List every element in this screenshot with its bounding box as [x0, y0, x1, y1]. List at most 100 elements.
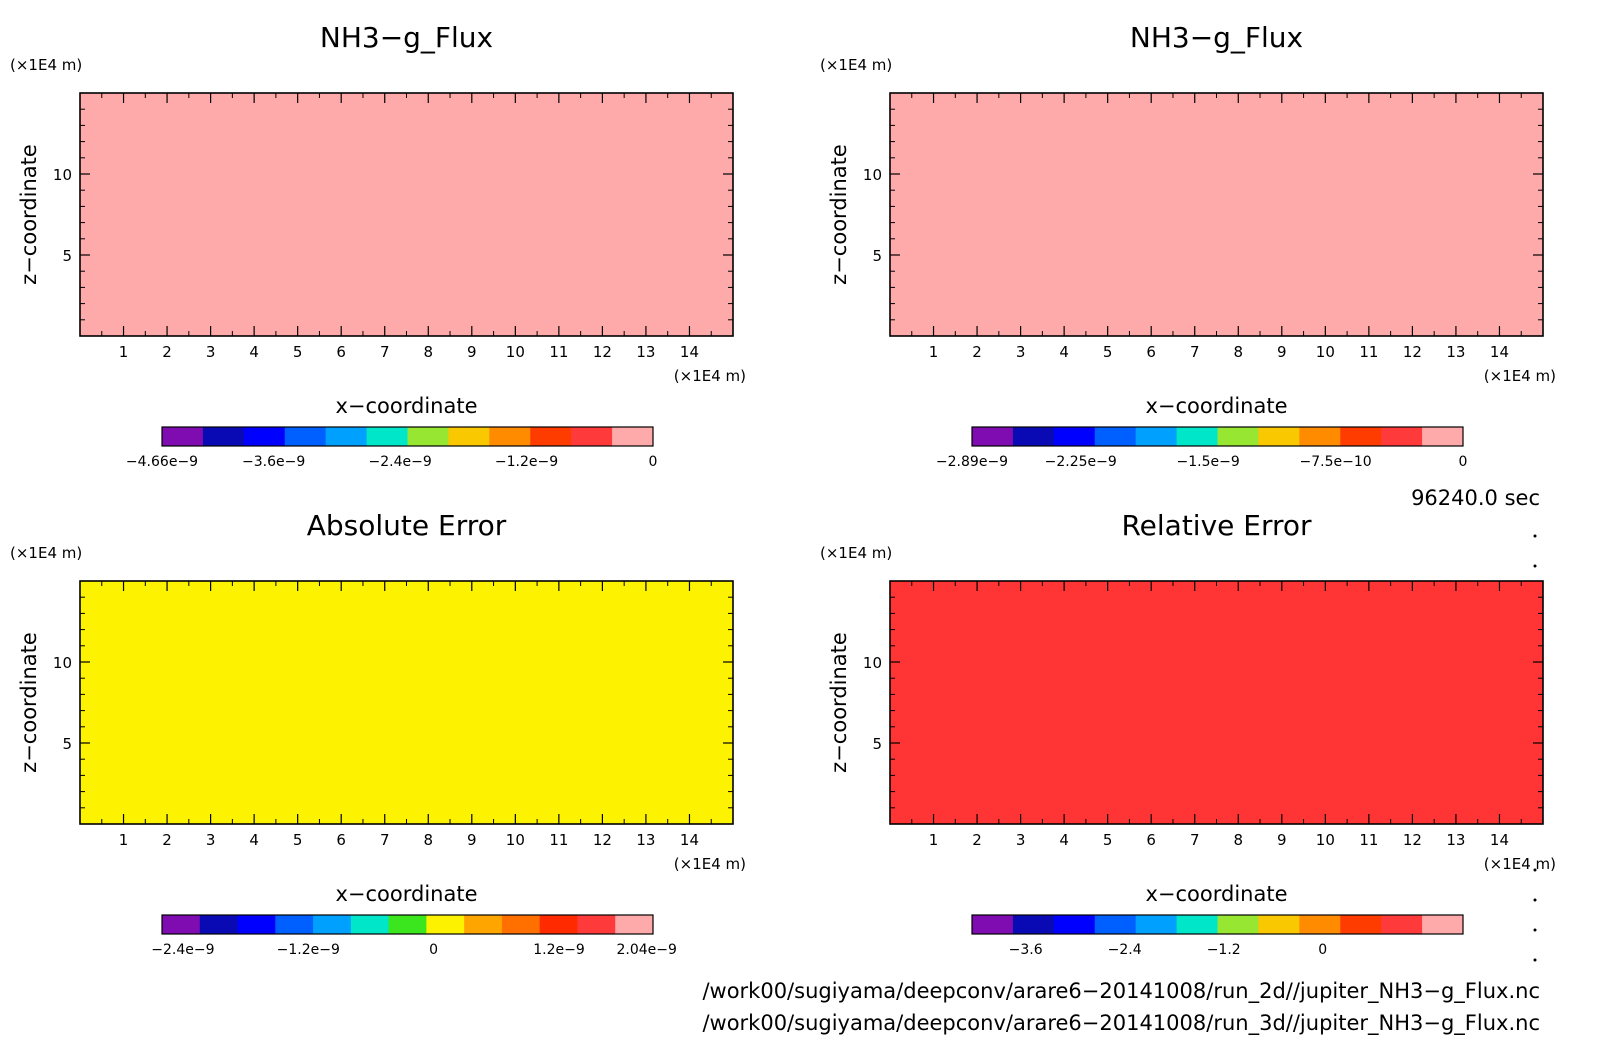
- y-axis-label: z−coordinate: [17, 632, 41, 773]
- x-tick-label: 14: [680, 343, 699, 361]
- colorbar-bin: [539, 915, 578, 934]
- panel-title: Relative Error: [1121, 509, 1312, 542]
- y-unit-label: (×1E4 m): [820, 56, 892, 74]
- colorbar-bin: [407, 427, 449, 446]
- x-tick-label: 8: [423, 343, 433, 361]
- contour-fill: [890, 93, 1543, 336]
- x-tick-label: 12: [593, 343, 612, 361]
- x-tick-label: 13: [636, 343, 655, 361]
- x-unit-label: (×1E4 m): [674, 855, 746, 873]
- x-tick-label: 10: [1316, 831, 1335, 849]
- x-tick-label: 4: [249, 343, 259, 361]
- x-tick-label: 4: [249, 831, 259, 849]
- file-path-2: /work00/sugiyama/deepconv/arare6−2014100…: [702, 1011, 1540, 1036]
- margin-dot: [1533, 564, 1537, 568]
- x-tick-label: 5: [1103, 343, 1113, 361]
- colorbar-bin: [1340, 915, 1382, 934]
- panel-2: NH3−g_Flux(×1E4 m)1 2 3 4 5 6 7 8 9 10 11 12 13 14510…: [820, 21, 1556, 470]
- x-tick-label: 14: [1490, 831, 1509, 849]
- colorbar-bin: [1135, 427, 1178, 446]
- contour-fill: [890, 581, 1543, 824]
- colorbar-bin: [1094, 427, 1137, 446]
- colorbar-bin: [1217, 427, 1259, 446]
- colorbar-frame: [161, 914, 654, 935]
- colorbar-tick-label: −1.2e−9: [495, 454, 558, 470]
- y-tick-label: 10: [53, 654, 72, 672]
- x-tick-label: 4: [1059, 831, 1069, 849]
- x-tick-label: 12: [1403, 831, 1422, 849]
- y-axis-label: z−coordinate: [827, 632, 851, 773]
- colorbar-bin: [1299, 427, 1341, 446]
- x-tick-label: 1: [929, 343, 939, 361]
- colorbar-tick-label: 0: [429, 942, 438, 958]
- colorbar-bin: [577, 915, 616, 934]
- colorbar-tick-label: −1.2: [1207, 942, 1241, 958]
- colorbar-tick-label: −1.5e−9: [1177, 454, 1240, 470]
- contour-fill: [80, 93, 733, 336]
- x-tick-label: 10: [506, 831, 525, 849]
- colorbar-bin: [325, 427, 368, 446]
- colorbar-tick-label: 0: [1459, 454, 1468, 470]
- colorbar-bin: [1299, 915, 1341, 934]
- x-tick-label: 9: [1277, 343, 1287, 361]
- panel-3: Absolute Error(×1E4 m)1 2 3 4 5 6 7 8 9 10 11 12 13 1…: [10, 509, 746, 958]
- colorbar-tick-label: −2.4: [1108, 942, 1142, 958]
- colorbar-frame: [971, 426, 1464, 447]
- x-tick-label: 11: [1359, 831, 1378, 849]
- x-tick-label: 9: [467, 831, 477, 849]
- x-tick-label: 6: [1146, 831, 1156, 849]
- x-tick-label: 13: [1446, 343, 1465, 361]
- colorbar-tick-label: −2.4e−9: [368, 454, 431, 470]
- y-tick-label: 5: [62, 247, 72, 265]
- panel-title: Absolute Error: [307, 509, 507, 542]
- panel-title: NH3−g_Flux: [320, 21, 493, 54]
- x-tick-label: 14: [1490, 343, 1509, 361]
- colorbar-bin: [237, 915, 276, 934]
- colorbar-bin: [1258, 427, 1300, 446]
- colorbar-bin: [1053, 427, 1096, 446]
- colorbar-tick-label: 0: [1318, 942, 1327, 958]
- x-tick-label: 10: [1316, 343, 1335, 361]
- x-tick-label: 8: [1233, 343, 1243, 361]
- x-tick-label: 7: [380, 343, 390, 361]
- colorbar-tick-label: −3.6e−9: [242, 454, 305, 470]
- x-tick-label: 3: [206, 343, 216, 361]
- colorbar-bin: [1094, 915, 1137, 934]
- margin-dot: [1533, 868, 1537, 872]
- colorbar-bin: [284, 427, 327, 446]
- colorbar-bin: [1422, 915, 1464, 934]
- colorbar-bin: [448, 427, 490, 446]
- x-tick-label: 11: [549, 343, 568, 361]
- margin-dot: [1533, 928, 1537, 932]
- time-label: 96240.0 sec: [1411, 486, 1540, 510]
- colorbar-bin: [1053, 915, 1096, 934]
- colorbar-tick-label: −2.89e−9: [936, 454, 1008, 470]
- y-tick-label: 5: [872, 247, 882, 265]
- colorbar-bin: [612, 427, 654, 446]
- colorbar-tick-label: 2.04e−9: [617, 942, 677, 958]
- colorbar-tick-label: −3.6: [1009, 942, 1043, 958]
- x-tick-label: 2: [972, 831, 982, 849]
- colorbar-bin: [275, 915, 314, 934]
- x-unit-label: (×1E4 m): [674, 367, 746, 385]
- x-tick-label: 6: [336, 831, 346, 849]
- x-tick-label: 9: [1277, 831, 1287, 849]
- x-axis-label: x−coordinate: [335, 882, 477, 906]
- colorbar-bin: [1422, 427, 1464, 446]
- colorbar-bin: [1217, 915, 1259, 934]
- x-tick-label: 7: [380, 831, 390, 849]
- colorbar-bin: [1012, 915, 1055, 934]
- x-tick-label: 7: [1190, 343, 1200, 361]
- colorbar-bin: [162, 915, 201, 934]
- contour-fill: [80, 581, 733, 824]
- x-tick-label: 3: [1016, 831, 1026, 849]
- x-tick-label: 13: [636, 831, 655, 849]
- y-unit-label: (×1E4 m): [820, 544, 892, 562]
- colorbar-bin: [388, 915, 427, 934]
- colorbar-bin: [1012, 427, 1055, 446]
- margin-dot: [1533, 898, 1537, 902]
- panel-4: Relative Error(×1E4 m)1 2 3 4 5 6 7 8 9 10 11 12 13 1…: [820, 509, 1556, 958]
- x-tick-label: 11: [1359, 343, 1378, 361]
- margin-dot: [1533, 958, 1537, 962]
- colorbar-frame: [161, 426, 654, 447]
